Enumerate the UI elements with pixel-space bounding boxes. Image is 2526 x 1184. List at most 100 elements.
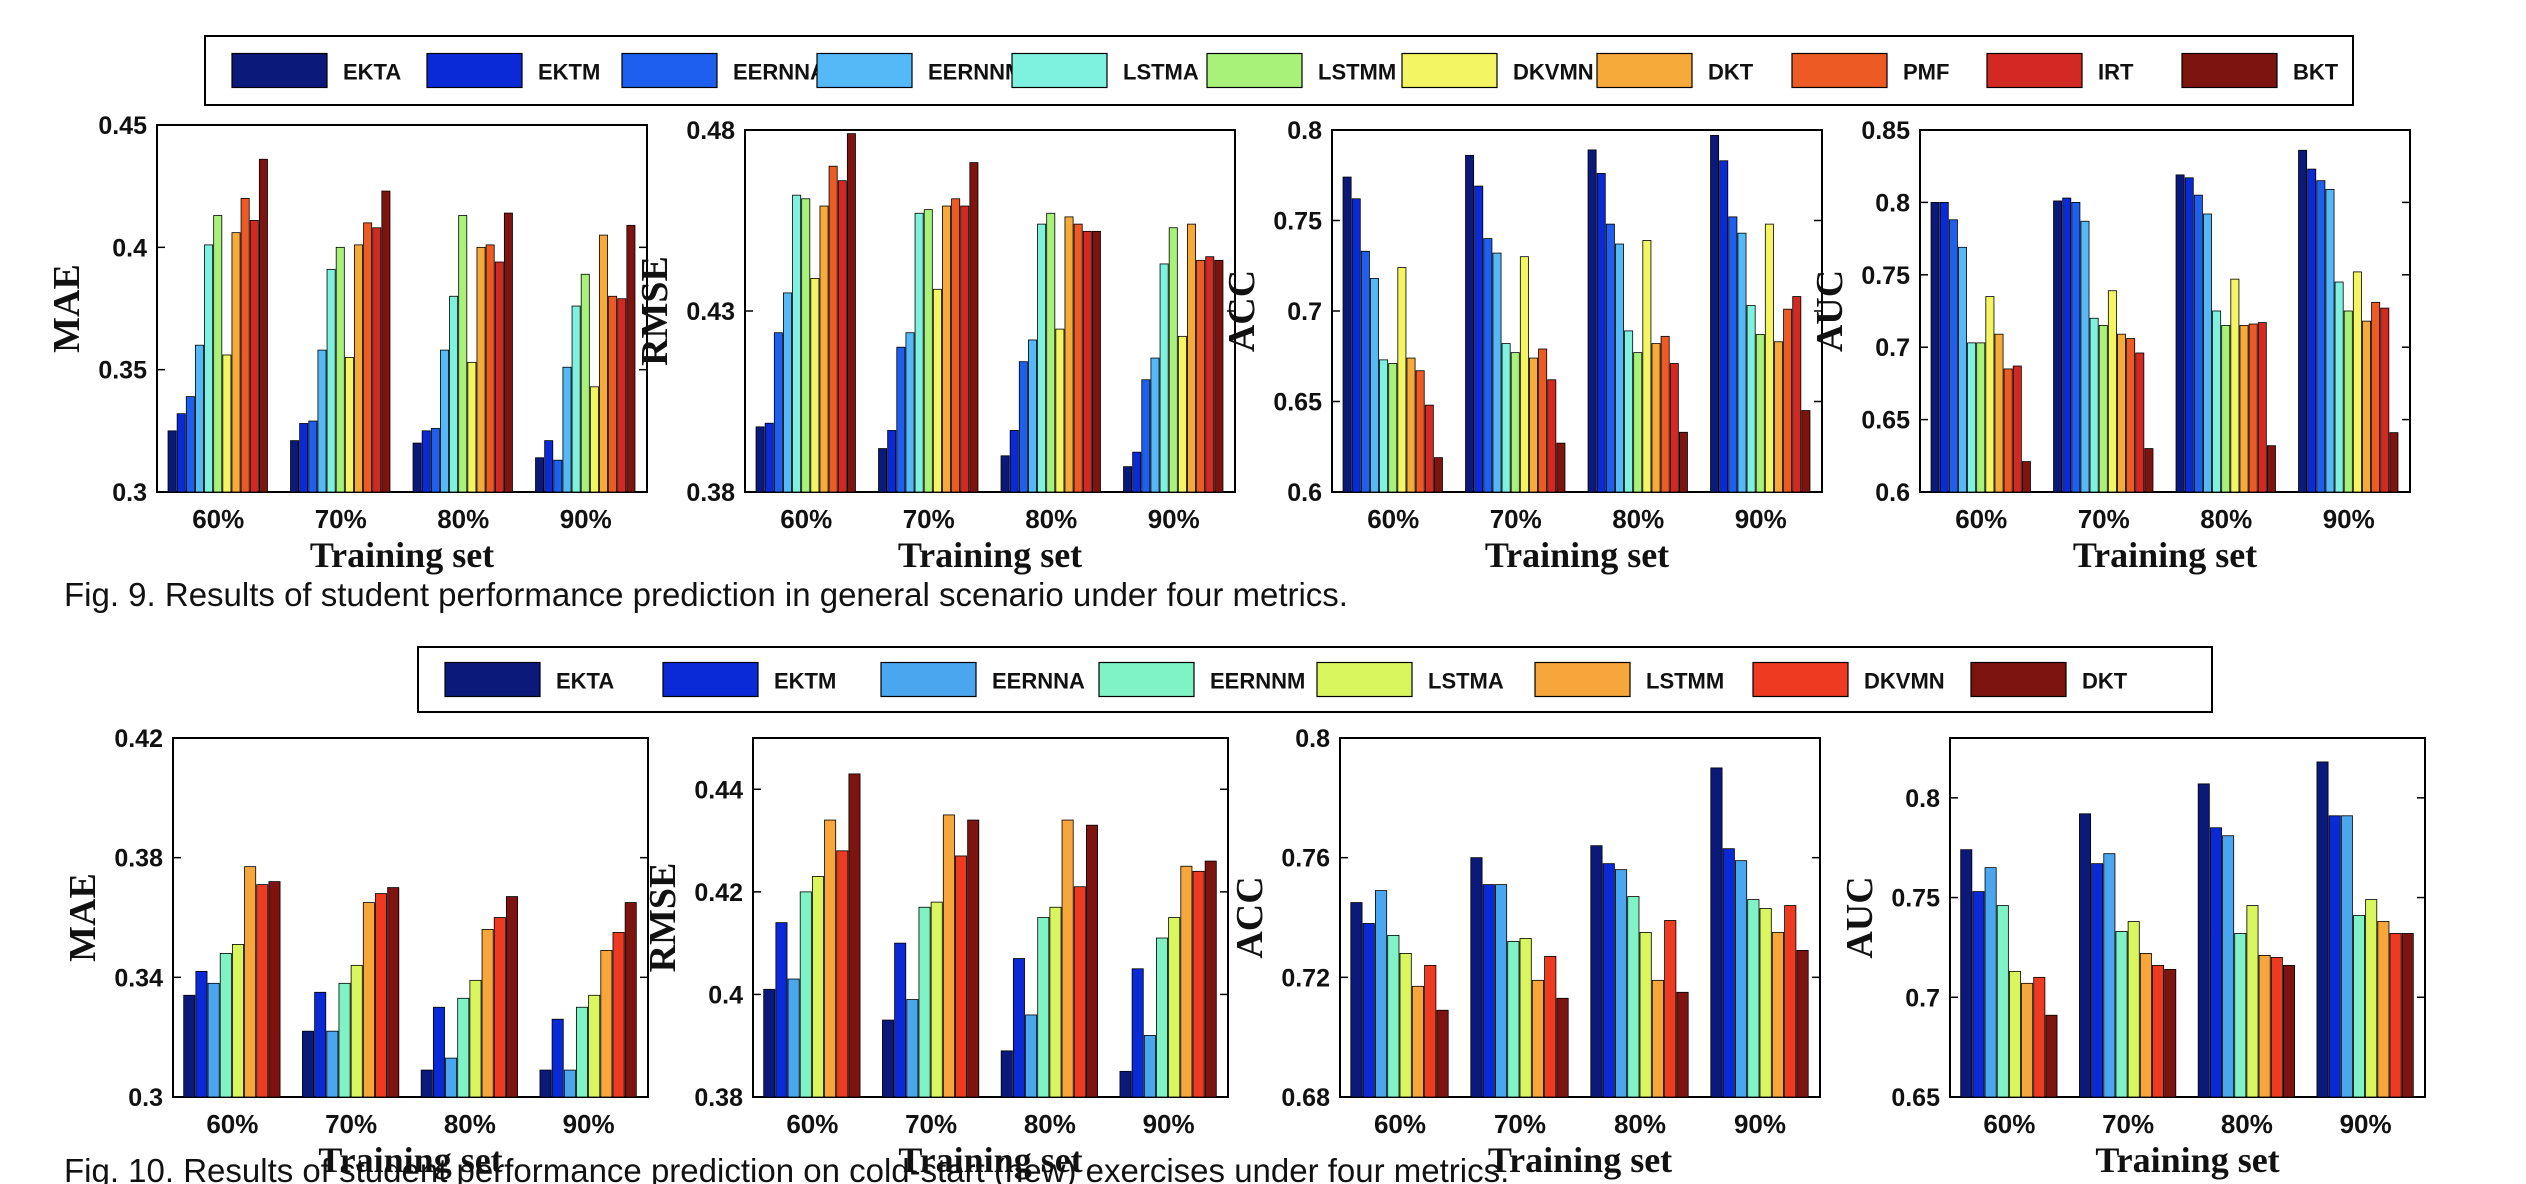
bar-lstmm-60 xyxy=(213,215,223,493)
bar-ekta-60 xyxy=(1350,902,1363,1098)
bar-lstma-80 xyxy=(2212,310,2222,493)
bar-dkvmn-90 xyxy=(1784,905,1797,1098)
bar-ekta-70 xyxy=(1465,154,1475,493)
bar-dkvmn-80 xyxy=(1642,240,1652,493)
y-tick-label: 0.85 xyxy=(1861,117,1910,145)
bar-pmf-70 xyxy=(951,198,961,493)
bar-eernnm-60 xyxy=(1387,935,1400,1098)
x-tick-label: 80% xyxy=(2221,1109,2273,1139)
bar-lstmm-60 xyxy=(1388,363,1398,493)
bar-lstmm-90 xyxy=(1755,334,1765,493)
y-tick-label: 0.8 xyxy=(1905,785,1940,813)
bar-dkvmn-70 xyxy=(344,357,354,493)
bar-lstma-90 xyxy=(1159,263,1169,493)
bar-dkt-60 xyxy=(819,205,829,493)
bar-dkt-90 xyxy=(624,902,637,1098)
bar-dkvmn-70 xyxy=(1519,256,1529,493)
bar-bkt-90 xyxy=(626,224,636,493)
bar-lstma-70 xyxy=(930,901,943,1098)
bar-bkt-80 xyxy=(1091,230,1101,493)
bar-lstmm-80 xyxy=(1651,979,1665,1098)
bar-irt-60 xyxy=(249,220,259,493)
bar-ekta-90 xyxy=(2298,149,2308,493)
y-tick-label: 0.44 xyxy=(694,776,743,804)
bar-lstma-60 xyxy=(1379,359,1389,493)
bar-pmf-60 xyxy=(1415,370,1425,493)
y-axis-label: RMSE xyxy=(634,256,676,366)
x-tick-label: 80% xyxy=(2200,504,2252,534)
bar-ekta-80 xyxy=(420,1069,433,1098)
bar-dkt-90 xyxy=(2362,320,2371,493)
bar-ektm-90 xyxy=(2328,815,2341,1098)
bar-dkt-60 xyxy=(1436,1009,1449,1098)
y-tick-label: 0.43 xyxy=(686,298,735,326)
bar-eernnm-70 xyxy=(338,982,351,1098)
bar-ekta-80 xyxy=(2175,174,2185,493)
y-tick-label: 0.34 xyxy=(114,964,163,992)
bar-lstmm-90 xyxy=(600,950,613,1098)
legend-label-bkt: BKT xyxy=(2293,60,2339,85)
legend-swatch-bkt xyxy=(2181,52,2278,89)
bar-eernnm-70 xyxy=(918,906,931,1098)
bar-lstmm-60 xyxy=(801,198,811,493)
bar-lstma-80 xyxy=(1049,906,1062,1098)
bar-lstmm-80 xyxy=(1061,819,1074,1098)
x-tick-label: 80% xyxy=(444,1109,496,1139)
bar-bkt-60 xyxy=(258,158,268,493)
y-tick-label: 0.6 xyxy=(1875,479,1910,507)
bar-dkt-70 xyxy=(387,887,400,1098)
bar-bkt-70 xyxy=(381,190,391,493)
caption-fig9: Fig. 9. Results of student performance p… xyxy=(64,576,1348,613)
x-tick-label: 70% xyxy=(905,1109,957,1139)
legend-swatch-irt xyxy=(1986,52,2083,89)
bar-ekta-60 xyxy=(1342,176,1352,493)
legend-swatch-pmf xyxy=(1791,52,1888,89)
bar-ekta-70 xyxy=(290,440,300,493)
bar-ekta-60 xyxy=(1960,849,1973,1098)
bar-dkt-60 xyxy=(268,881,281,1098)
legend-swatch-ektm xyxy=(426,52,523,89)
legend-label-dkvmn: DKVMN xyxy=(1513,60,1594,85)
bar-eernna-80 xyxy=(445,1057,458,1098)
bar-pmf-70 xyxy=(1538,348,1548,493)
bar-irt-70 xyxy=(1547,379,1557,493)
bar-eernnm-70 xyxy=(2080,220,2090,493)
bar-pmf-90 xyxy=(1783,308,1793,493)
y-tick-label: 0.38 xyxy=(694,1084,743,1112)
bar-ekta-60 xyxy=(763,988,776,1098)
bar-ektm-70 xyxy=(894,942,907,1098)
x-tick-label: 70% xyxy=(325,1109,377,1139)
x-tick-label: 80% xyxy=(1612,504,1664,534)
legend-label-irt: IRT xyxy=(2098,60,2134,85)
plots-fig10: 0.3 0.34 0.38 0.42 60% 70% 80% 90% Training set M… xyxy=(62,725,2426,1180)
bar-dkt-60 xyxy=(231,232,241,493)
chart-fig10-mae: 0.3 0.34 0.38 0.42 60% 70% 80% 90% Training set M… xyxy=(62,725,649,1180)
legend-swatch-ektm xyxy=(662,661,759,698)
bar-dkvmn-80 xyxy=(1055,328,1065,493)
chart-fig9-mae: 0.3 0.35 0.4 0.45 60% 70% 80% 90% Training set MA… xyxy=(46,112,648,575)
bar-eernnm-90 xyxy=(2353,915,2366,1098)
bar-ektm-80 xyxy=(1012,958,1025,1098)
bar-ektm-90 xyxy=(551,1018,564,1098)
x-tick-label: 90% xyxy=(2323,504,2375,534)
bar-ekta-90 xyxy=(539,1069,552,1098)
x-tick-label: 60% xyxy=(1374,1109,1426,1139)
bar-eernna-70 xyxy=(2071,201,2081,493)
y-tick-label: 0.48 xyxy=(686,117,735,145)
bar-eernnm-90 xyxy=(1156,937,1169,1098)
legend-label-ekta: EKTA xyxy=(343,60,401,85)
bar-eernna-90 xyxy=(553,459,563,493)
bar-irt-70 xyxy=(372,227,382,493)
bar-eernnm-80 xyxy=(2203,213,2212,493)
bar-lstmm-90 xyxy=(1180,865,1193,1098)
bar-lstma-90 xyxy=(2365,899,2378,1098)
y-tick-label: 0.75 xyxy=(1891,885,1940,913)
bar-lstmm-70 xyxy=(923,209,933,493)
y-tick-label: 0.7 xyxy=(1875,334,1910,362)
bar-eernna-60 xyxy=(1948,219,1958,493)
bar-lstmm-90 xyxy=(580,273,590,493)
bar-ektm-70 xyxy=(1474,185,1484,493)
x-tick-label: 80% xyxy=(1614,1109,1666,1139)
bar-eernna-70 xyxy=(906,999,919,1098)
bar-ekta-90 xyxy=(1119,1070,1132,1098)
